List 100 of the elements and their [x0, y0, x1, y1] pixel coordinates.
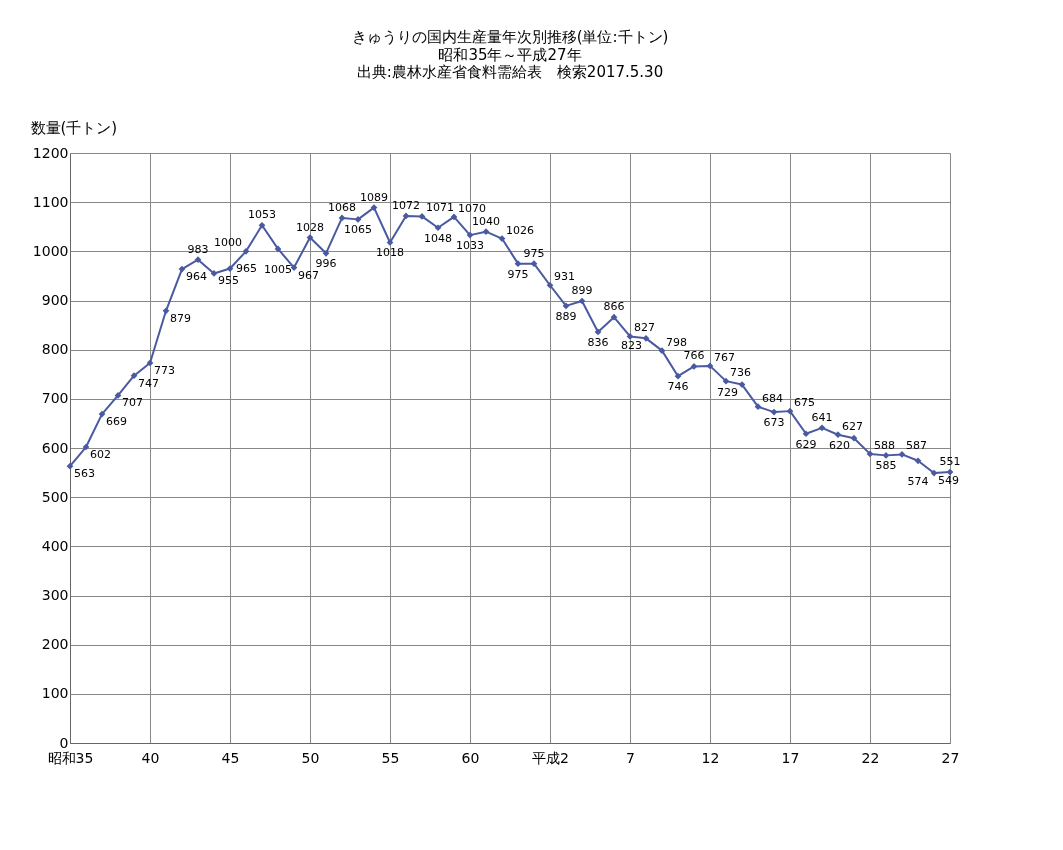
data-label: 975 — [507, 267, 529, 281]
x-tick-label: 昭和35 — [47, 749, 94, 766]
point — [914, 457, 922, 465]
point — [706, 362, 714, 370]
x-tick-label: 40 — [141, 749, 160, 766]
x-tick-label: 60 — [461, 749, 480, 766]
point — [450, 213, 458, 221]
data-label: 1071 — [426, 201, 454, 215]
point — [674, 372, 682, 380]
data-label: 931 — [554, 270, 575, 284]
y-tick-label: 1200 — [32, 144, 69, 161]
y-tick-label: 400 — [41, 537, 69, 554]
data-label: 673 — [763, 416, 785, 430]
data-label: 965 — [236, 261, 257, 275]
data-label: 669 — [106, 415, 127, 429]
point — [850, 434, 858, 442]
data-label: 983 — [187, 242, 209, 256]
x-tick-label: 27 — [941, 749, 960, 766]
data-label: 641 — [811, 410, 833, 424]
data-label: 1033 — [456, 239, 484, 253]
data-label: 629 — [795, 437, 817, 451]
x-tick-label: 55 — [381, 749, 400, 766]
data-label: 747 — [138, 376, 159, 390]
data-label: 1053 — [248, 208, 276, 222]
data-label: 551 — [939, 455, 961, 469]
y-tick-label: 600 — [41, 439, 69, 456]
data-label: 684 — [762, 391, 783, 405]
point — [578, 297, 586, 305]
y-tick-label: 0 — [59, 734, 69, 751]
data-label: 574 — [907, 474, 929, 488]
point — [434, 224, 442, 232]
data-label: 1040 — [472, 214, 500, 228]
point — [82, 443, 90, 451]
point — [786, 407, 794, 415]
point — [66, 462, 74, 470]
data-label: 964 — [186, 270, 207, 284]
data-label: 1065 — [344, 223, 372, 237]
x-tick-label: 7 — [626, 749, 635, 766]
point — [242, 247, 250, 255]
point — [98, 410, 106, 418]
data-label: 823 — [621, 339, 642, 353]
data-label: 707 — [122, 396, 143, 410]
data-label: 1089 — [360, 190, 388, 204]
data-label: 1028 — [296, 220, 324, 234]
data-label: 1072 — [392, 198, 420, 212]
point — [466, 231, 474, 239]
data-label: 879 — [170, 311, 191, 325]
data-label: 1000 — [214, 236, 242, 250]
data-label: 827 — [634, 321, 655, 335]
point — [818, 424, 826, 432]
point — [338, 214, 346, 222]
data-label: 549 — [938, 474, 959, 488]
data-label: 736 — [730, 366, 751, 380]
y-tick-label: 300 — [41, 587, 69, 603]
data-label: 1048 — [424, 231, 452, 245]
point — [258, 221, 266, 229]
y-tick-label: 700 — [41, 390, 69, 407]
data-label: 766 — [683, 349, 705, 363]
data-label: 967 — [298, 268, 319, 282]
point — [754, 403, 762, 411]
source-note: 出典:農林水産省食料需給表 検索2017.5.30 — [356, 63, 664, 81]
y-tick-label: 900 — [41, 292, 69, 308]
point — [146, 359, 154, 367]
data-label: 1068 — [328, 200, 356, 214]
data-label: 798 — [666, 335, 687, 349]
x-tick-label: 12 — [701, 749, 720, 766]
y-tick-label: 1100 — [32, 193, 69, 210]
data-label: 563 — [74, 467, 95, 481]
y-tick-label: 500 — [41, 488, 69, 505]
y-tick-label: 100 — [41, 685, 69, 702]
point — [594, 328, 602, 336]
point — [930, 469, 938, 477]
chart-title: きゅうりの国内生産量年次別推移(単位:千トン) — [351, 28, 669, 46]
data-label: 836 — [587, 335, 609, 349]
data-label: 585 — [875, 459, 897, 473]
data-label: 866 — [603, 300, 625, 314]
data-label: 889 — [555, 309, 577, 323]
point — [770, 408, 778, 416]
data-label: 620 — [829, 439, 850, 453]
data-label: 587 — [906, 439, 927, 453]
y-tick-label: 1000 — [32, 242, 69, 259]
data-label: 729 — [717, 385, 738, 399]
data-label: 602 — [90, 448, 111, 462]
point — [178, 265, 186, 273]
data-label: 996 — [315, 257, 337, 271]
data-label: 767 — [714, 350, 735, 364]
data-label: 1026 — [506, 223, 534, 237]
point — [866, 450, 874, 458]
data-label: 773 — [154, 363, 175, 377]
point — [402, 212, 410, 220]
point — [722, 377, 730, 385]
data-label: 675 — [794, 396, 815, 410]
data-label: 627 — [842, 419, 863, 433]
x-tick-label: 平成2 — [532, 749, 569, 766]
point — [546, 281, 554, 289]
x-tick-label: 50 — [301, 749, 320, 766]
data-label: 1005 — [264, 262, 292, 276]
point — [562, 302, 570, 310]
point — [482, 228, 490, 236]
point — [834, 431, 842, 439]
